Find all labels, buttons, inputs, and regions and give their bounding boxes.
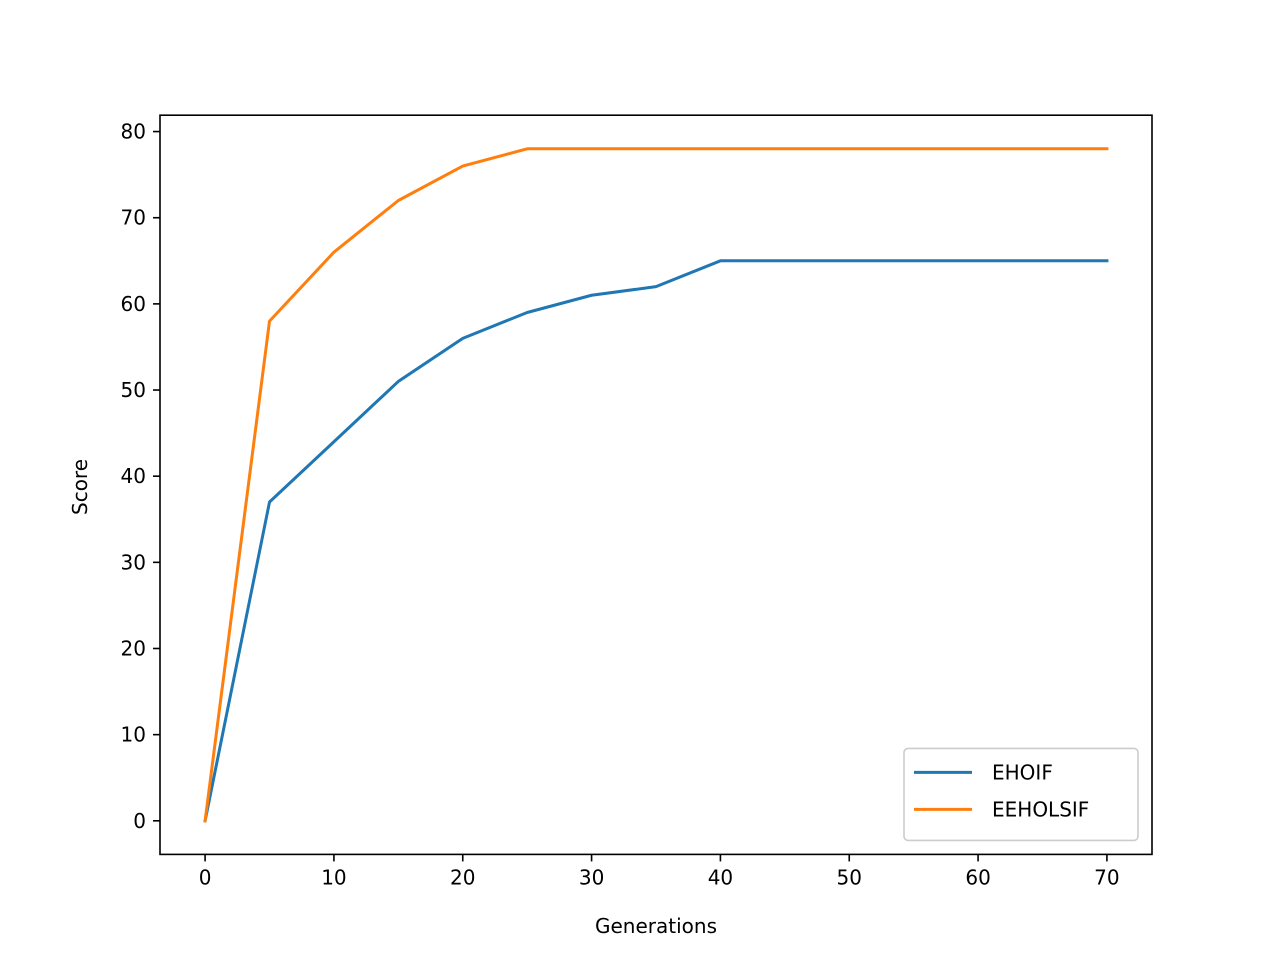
- legend-label: EHOIF: [992, 760, 1053, 784]
- axes-frame: [159, 114, 1153, 856]
- x-tick-label: 30: [579, 865, 604, 889]
- y-tick-label: 50: [121, 378, 146, 402]
- y-tick-label: 20: [121, 636, 146, 660]
- x-tick-label: 20: [450, 865, 475, 889]
- y-tick-label: 0: [133, 809, 146, 833]
- y-tick-label: 10: [121, 723, 146, 747]
- y-axis-label: Score: [68, 459, 92, 515]
- x-axis-ticks: 0 10 20 30 40 50 60 70: [199, 854, 1120, 889]
- x-tick-label: 10: [321, 865, 346, 889]
- series-line-eeholsif: [203, 147, 1109, 823]
- x-tick-label: 70: [1094, 865, 1119, 889]
- x-axis-label: Generations: [595, 914, 717, 938]
- x-tick-label: 40: [708, 865, 733, 889]
- y-tick-label: 40: [121, 464, 146, 488]
- y-axis-ticks: 0 10 20 30 40 50 60 70 80: [121, 120, 160, 833]
- x-tick-label: 60: [965, 865, 990, 889]
- y-tick-label: 80: [121, 120, 146, 144]
- x-tick-label: 0: [199, 865, 212, 889]
- x-tick-label: 50: [837, 865, 862, 889]
- y-tick-label: 30: [121, 550, 146, 574]
- series-layer: [203, 147, 1109, 823]
- y-tick-label: 70: [121, 206, 146, 230]
- series-line-ehoif: [203, 259, 1109, 823]
- y-tick-label: 60: [121, 292, 146, 316]
- legend-label: EEHOLSIF: [992, 797, 1089, 821]
- legend: EHOIF EEHOLSIF: [903, 747, 1139, 842]
